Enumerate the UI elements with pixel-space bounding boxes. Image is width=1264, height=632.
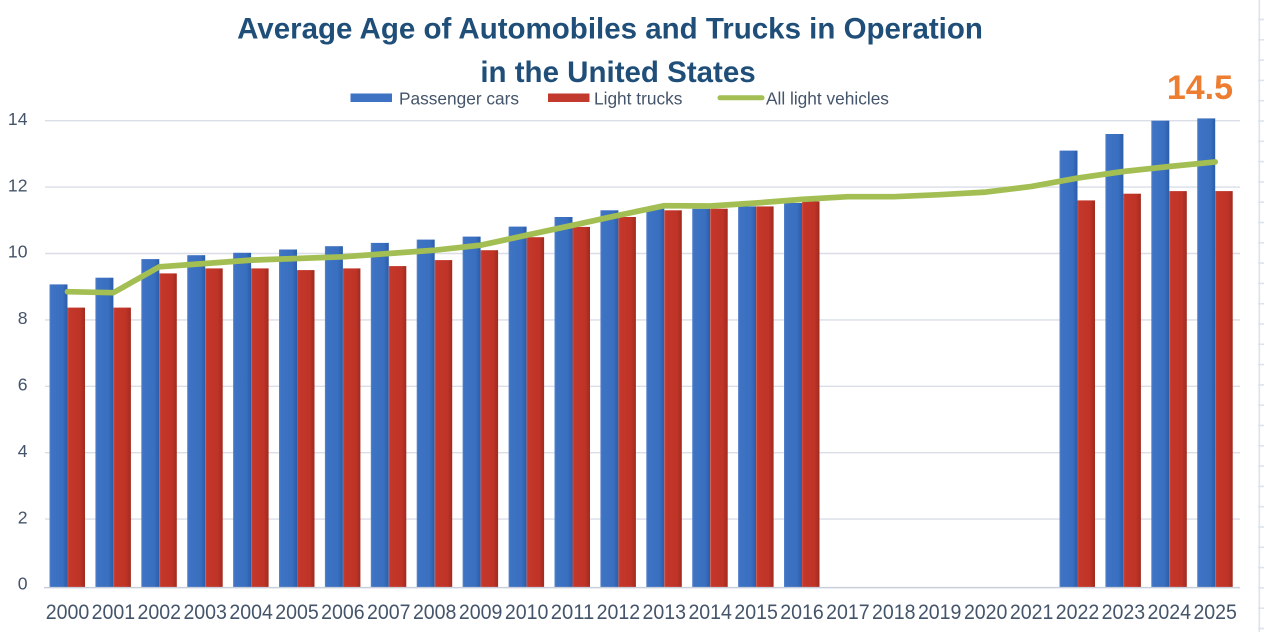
- svg-text:2023: 2023: [1102, 600, 1146, 624]
- svg-text:14: 14: [8, 109, 28, 129]
- svg-text:2011: 2011: [551, 600, 595, 624]
- svg-text:2016: 2016: [780, 600, 824, 624]
- svg-text:2025: 2025: [1193, 600, 1237, 624]
- svg-text:2014: 2014: [688, 600, 732, 624]
- svg-text:2021: 2021: [1010, 600, 1054, 624]
- svg-text:2008: 2008: [413, 600, 457, 624]
- svg-text:2006: 2006: [321, 600, 365, 624]
- svg-text:12: 12: [8, 175, 28, 195]
- svg-text:2009: 2009: [459, 600, 503, 624]
- svg-text:Passenger cars: Passenger cars: [399, 89, 519, 109]
- svg-text:2018: 2018: [872, 600, 916, 624]
- svg-text:4: 4: [18, 441, 28, 461]
- svg-text:2002: 2002: [138, 600, 182, 624]
- svg-text:2019: 2019: [918, 600, 962, 624]
- svg-text:2015: 2015: [734, 600, 778, 624]
- svg-text:14.5: 14.5: [1167, 69, 1233, 107]
- svg-text:2017: 2017: [826, 600, 870, 624]
- svg-text:2020: 2020: [964, 600, 1008, 624]
- svg-text:6: 6: [18, 375, 28, 395]
- svg-text:2010: 2010: [505, 600, 549, 624]
- svg-text:2012: 2012: [597, 600, 641, 624]
- svg-text:Average Age of Automobiles and: Average Age of Automobiles and Trucks in…: [237, 13, 983, 46]
- svg-text:10: 10: [8, 242, 28, 262]
- svg-text:2001: 2001: [92, 600, 136, 624]
- svg-text:2022: 2022: [1056, 600, 1100, 624]
- svg-text:2: 2: [18, 507, 28, 527]
- svg-text:All light vehicles: All light vehicles: [766, 89, 889, 109]
- svg-text:8: 8: [18, 308, 28, 328]
- svg-text:0: 0: [18, 574, 28, 594]
- svg-text:2013: 2013: [643, 600, 687, 624]
- svg-text:2007: 2007: [367, 600, 411, 624]
- svg-text:2004: 2004: [229, 600, 273, 624]
- svg-text:2000: 2000: [46, 600, 90, 624]
- svg-text:2005: 2005: [275, 600, 319, 624]
- svg-text:2003: 2003: [183, 600, 227, 624]
- svg-text:in the United States: in the United States: [480, 56, 755, 89]
- svg-text:Light trucks: Light trucks: [594, 89, 683, 109]
- svg-text:2024: 2024: [1148, 600, 1192, 624]
